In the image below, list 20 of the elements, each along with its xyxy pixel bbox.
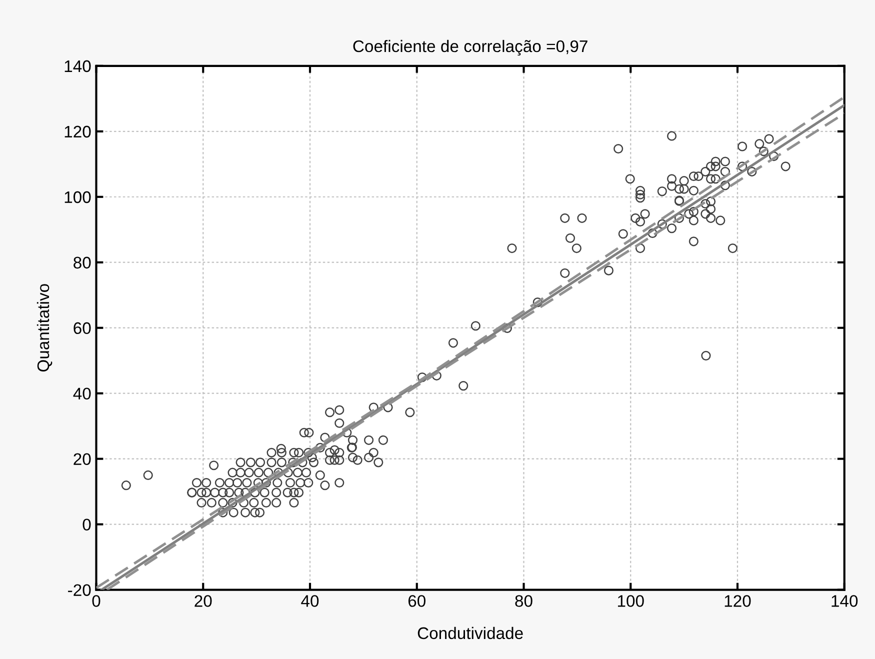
x-tick-label: 60 xyxy=(408,595,426,607)
y-tick-label: -20 xyxy=(68,584,91,596)
x-tick-label: 20 xyxy=(194,595,212,607)
y-tick-label: 60 xyxy=(74,322,91,334)
y-tick-label: 120 xyxy=(64,126,91,138)
x-tick-label: 140 xyxy=(832,595,858,607)
y-tick-label: 40 xyxy=(73,388,91,400)
x-tick-label: 40 xyxy=(301,595,319,607)
x-tick-label: 100 xyxy=(618,595,644,607)
x-tick-label: 80 xyxy=(515,595,532,607)
y-tick-label: 80 xyxy=(74,256,91,269)
y-tick-label: 140 xyxy=(64,60,91,72)
y-tick-label: 100 xyxy=(64,191,91,204)
x-tick-label: 0 xyxy=(92,595,100,607)
x-axis-title: Condutividade xyxy=(418,626,523,640)
x-tick-label: 120 xyxy=(724,595,751,607)
chart-title: Coeficiente de correlação =0,97 xyxy=(353,40,588,56)
y-axis-title: Quantitativo xyxy=(36,284,52,372)
y-tick-label: 0 xyxy=(82,518,91,531)
y-tick-label: 20 xyxy=(74,453,91,466)
